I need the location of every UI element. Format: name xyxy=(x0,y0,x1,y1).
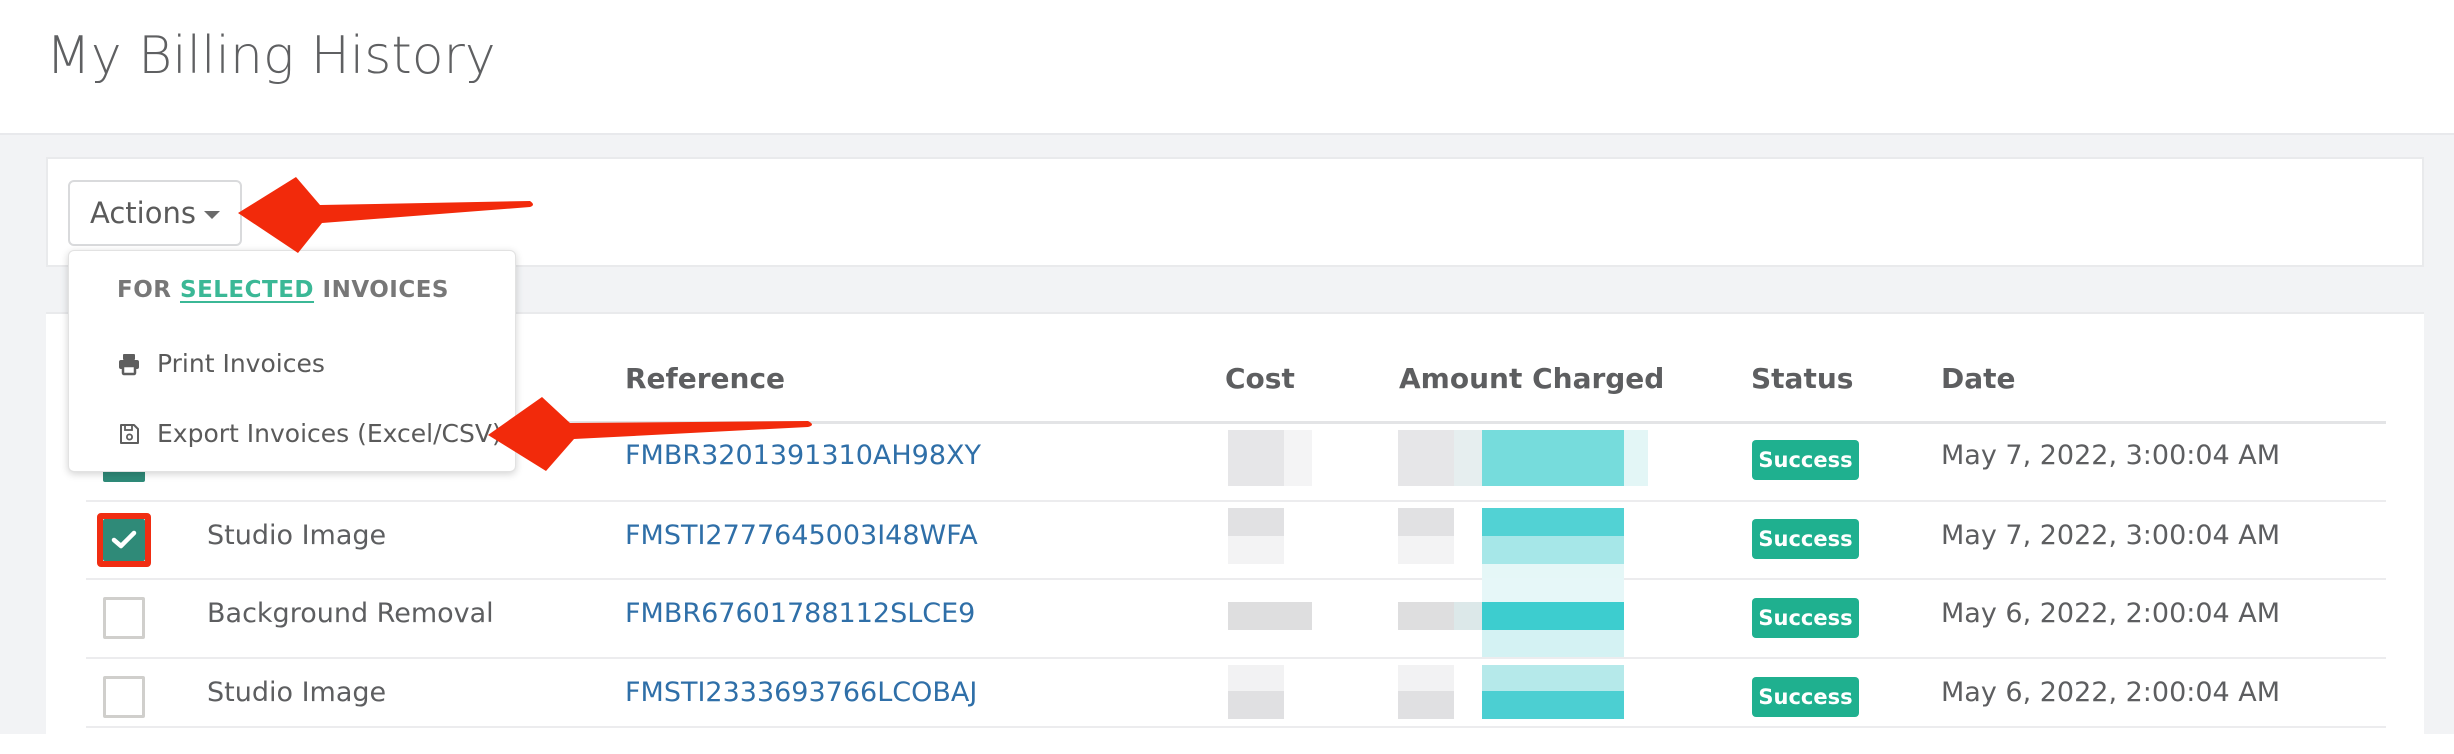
page-header: My Billing History xyxy=(0,0,2454,135)
menu-item-export-invoices[interactable]: Export Invoices (Excel/CSV) xyxy=(117,419,502,448)
status-badge: Success xyxy=(1752,677,1859,717)
row-divider xyxy=(86,726,2386,728)
column-header-status[interactable]: Status xyxy=(1751,362,1854,395)
service-name: Studio Image xyxy=(207,520,387,551)
dropdown-section-header: FOR SELECTED INVOICES xyxy=(117,277,449,303)
floppy-disk-icon xyxy=(120,423,139,444)
menu-item-print-invoices[interactable]: Print Invoices xyxy=(117,349,325,378)
column-header-reference[interactable]: Reference xyxy=(625,362,786,395)
row-checkbox[interactable] xyxy=(103,519,145,561)
header-divider xyxy=(86,421,2386,424)
column-header-date[interactable]: Date xyxy=(1941,362,2016,395)
menu-item-label: Print Invoices xyxy=(157,349,325,378)
reference-link[interactable]: FMSTI2333693766LCOBAJ xyxy=(625,677,978,708)
header-prefix: FOR xyxy=(117,277,172,303)
date-cell: May 6, 2022, 2:00:04 AM xyxy=(1941,598,2281,629)
redacted-amounts xyxy=(1210,657,1654,726)
status-badge: Success xyxy=(1752,440,1859,480)
redacted-amounts xyxy=(1210,500,1654,578)
date-cell: May 6, 2022, 2:00:04 AM xyxy=(1941,677,2281,708)
menu-item-label: Export Invoices (Excel/CSV) xyxy=(157,419,502,448)
service-name: Studio Image xyxy=(207,677,387,708)
annotation-highlight-box xyxy=(97,513,151,567)
service-name: Background Removal xyxy=(207,598,494,629)
caret-down-icon xyxy=(203,211,220,219)
row-divider xyxy=(86,578,2386,580)
printer-icon xyxy=(119,353,139,375)
annotation-arrow-icon xyxy=(488,397,812,471)
reference-link[interactable]: FMSTI2777645003I48WFA xyxy=(625,520,978,551)
row-divider xyxy=(86,500,2386,502)
column-header-cost[interactable]: Cost xyxy=(1225,362,1295,395)
header-highlight: SELECTED xyxy=(180,277,315,303)
checkmark-icon xyxy=(111,530,137,549)
row-divider xyxy=(86,657,2386,659)
status-badge: Success xyxy=(1752,598,1859,638)
date-cell: May 7, 2022, 3:00:04 AM xyxy=(1941,440,2281,471)
column-header-amount-charged[interactable]: Amount Charged xyxy=(1399,362,1665,395)
header-suffix: INVOICES xyxy=(322,277,449,303)
reference-link[interactable]: FMBR67601788112SLCE9 xyxy=(625,598,976,629)
row-checkbox[interactable] xyxy=(103,676,145,718)
reference-link[interactable]: FMBR3201391310AH98XY xyxy=(625,440,982,471)
row-checkbox[interactable] xyxy=(103,597,145,639)
actions-dropdown-menu: FOR SELECTED INVOICES Print Invoices Exp… xyxy=(68,250,516,472)
page-title: My Billing History xyxy=(46,26,496,86)
status-badge: Success xyxy=(1752,519,1859,559)
date-cell: May 7, 2022, 3:00:04 AM xyxy=(1941,520,2281,551)
redacted-amounts xyxy=(1210,412,1654,500)
annotation-arrow-icon xyxy=(238,177,533,253)
actions-dropdown-button[interactable]: Actions xyxy=(68,180,242,246)
actions-label: Actions xyxy=(90,196,196,230)
redacted-amounts xyxy=(1210,578,1654,657)
